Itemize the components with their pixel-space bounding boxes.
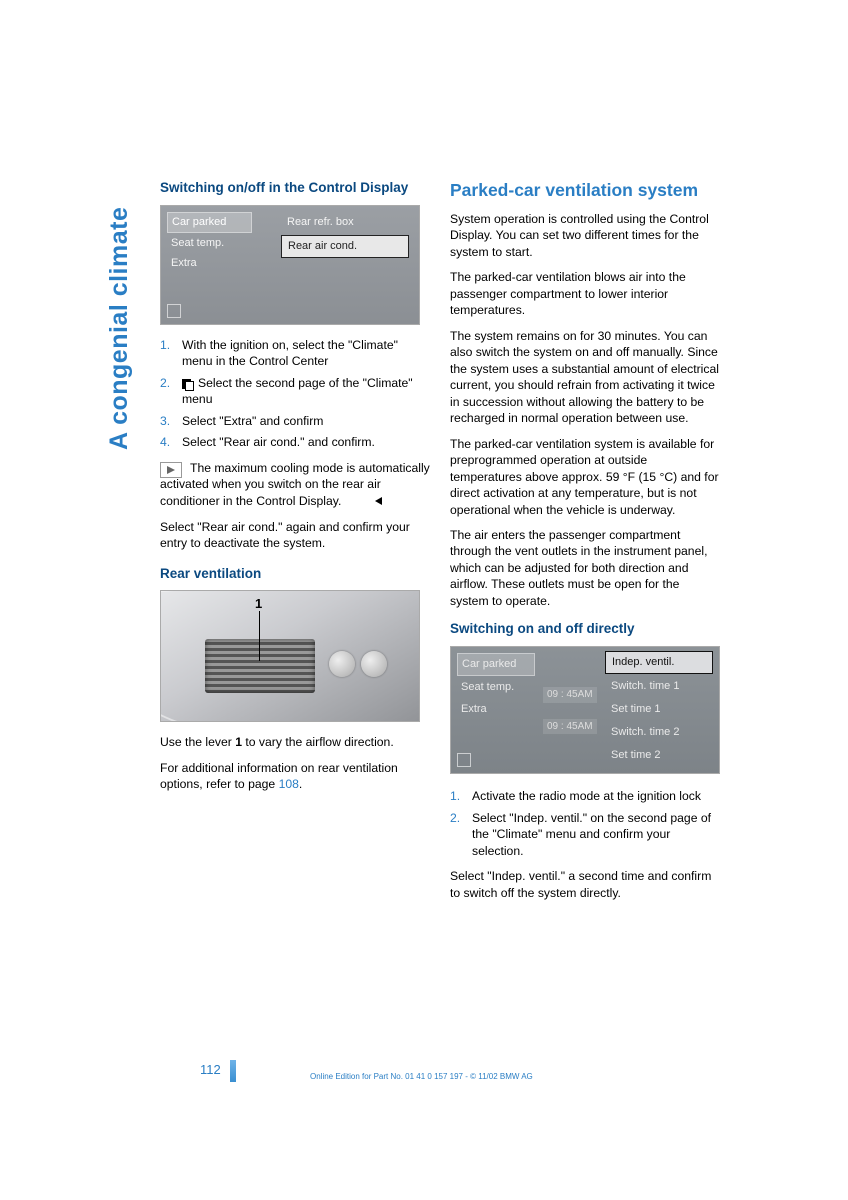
heading-parked-car: Parked-car ventilation system xyxy=(450,180,720,201)
control-knob xyxy=(329,651,355,677)
menu-item: Car parked xyxy=(457,653,535,676)
menu-item: Set time 2 xyxy=(605,745,713,766)
control-knob xyxy=(361,651,387,677)
control-display-screenshot-1: Car parked Seat temp. Extra Rear refr. b… xyxy=(160,205,420,325)
paragraph: The parked-car ventilation system is ava… xyxy=(450,436,720,518)
expand-icon xyxy=(167,304,181,318)
menu-item: Extra xyxy=(457,699,535,720)
left-column: Switching on/off in the Control Display … xyxy=(160,180,430,910)
screen1-left-menu: Car parked Seat temp. Extra xyxy=(167,212,252,274)
step-item: 2.Select "Indep. ventil." on the second … xyxy=(450,810,720,859)
page-link[interactable]: 108 xyxy=(279,777,299,791)
time-value: 09 : 45AM xyxy=(543,687,597,703)
paragraph: Select "Rear air cond." again and confir… xyxy=(160,519,430,552)
page-icon xyxy=(182,379,194,389)
step-item: 3.Select "Extra" and confirm xyxy=(160,413,430,429)
paragraph: For additional information on rear venti… xyxy=(160,760,430,793)
note-text: The maximum cooling mode is automaticall… xyxy=(160,461,430,508)
text: . xyxy=(299,777,302,791)
screen2-right-menu: Indep. ventil. Switch. time 1 Set time 1… xyxy=(605,651,713,767)
vent-grille xyxy=(205,639,315,693)
menu-item: Seat temp. xyxy=(457,677,535,698)
time-value: 09 : 45AM xyxy=(543,719,597,735)
menu-item: Set time 1 xyxy=(605,699,713,720)
right-column: Parked-car ventilation system System ope… xyxy=(450,180,720,910)
paragraph: System operation is controlled using the… xyxy=(450,211,720,260)
rear-ventilation-photo: 1 xyxy=(160,590,420,722)
menu-item: Switch. time 2 xyxy=(605,722,713,743)
bold-ref: 1 xyxy=(235,735,242,749)
step-item: 4.Select "Rear air cond." and confirm. xyxy=(160,434,430,450)
section-title-vertical: A congenial climate xyxy=(105,207,134,450)
screen1-right-menu: Rear refr. box Rear air cond. xyxy=(281,212,409,260)
paragraph: The air enters the passenger compartment… xyxy=(450,527,720,609)
page-number: 112 xyxy=(200,1062,221,1077)
steps-list-1: 1.With the ignition on, select the "Clim… xyxy=(160,337,430,451)
paragraph: The parked-car ventilation blows air int… xyxy=(450,269,720,318)
menu-item: Seat temp. xyxy=(167,234,252,253)
triangle-left-icon xyxy=(345,493,383,509)
paragraph: Select "Indep. ventil." a second time an… xyxy=(450,868,720,901)
menu-item: Car parked xyxy=(167,212,252,233)
step-text: Select "Indep. ventil." on the second pa… xyxy=(472,811,711,858)
heading-switch-direct: Switching on and off directly xyxy=(450,621,720,638)
menu-item: Rear refr. box xyxy=(281,212,409,233)
step-text: With the ignition on, select the "Climat… xyxy=(182,338,398,368)
menu-item-highlighted: Rear air cond. xyxy=(281,235,409,258)
paragraph: Use the lever 1 to vary the airflow dire… xyxy=(160,734,430,750)
callout-number: 1 xyxy=(255,595,262,613)
menu-item-highlighted: Indep. ventil. xyxy=(605,651,713,674)
menu-item: Switch. time 1 xyxy=(605,676,713,697)
callout-line xyxy=(259,611,260,661)
step-item: 1.With the ignition on, select the "Clim… xyxy=(160,337,430,370)
control-display-screenshot-2: Car parked Seat temp. Extra 09 : 45AM 09… xyxy=(450,646,720,774)
paragraph: The system remains on for 30 minutes. Yo… xyxy=(450,328,720,427)
note-paragraph: The maximum cooling mode is automaticall… xyxy=(160,460,430,510)
heading-switch-on-off: Switching on/off in the Control Display xyxy=(160,180,430,197)
text: Use the lever xyxy=(160,735,235,749)
step-text: Select the second page of the "Climate" … xyxy=(182,376,413,406)
footer-bar-icon xyxy=(230,1060,236,1082)
step-item: 1.Activate the radio mode at the ignitio… xyxy=(450,788,720,804)
step-item: 2.Select the second page of the "Climate… xyxy=(160,375,430,408)
screen2-left-menu: Car parked Seat temp. Extra xyxy=(457,653,535,721)
screen2-times: 09 : 45AM 09 : 45AM xyxy=(543,687,597,750)
expand-icon xyxy=(457,753,471,767)
steps-list-2: 1.Activate the radio mode at the ignitio… xyxy=(450,788,720,859)
copyright-text: Online Edition for Part No. 01 41 0 157 … xyxy=(310,1072,533,1081)
page-content: Switching on/off in the Control Display … xyxy=(160,180,720,910)
page-footer: 112 Online Edition for Part No. 01 41 0 … xyxy=(200,1060,720,1082)
menu-item: Extra xyxy=(167,254,252,273)
step-text: Activate the radio mode at the ignition … xyxy=(472,789,701,803)
heading-rear-ventilation: Rear ventilation xyxy=(160,566,430,583)
text: to vary the airflow direction. xyxy=(242,735,394,749)
step-text: Select "Rear air cond." and confirm. xyxy=(182,435,375,449)
triangle-right-icon xyxy=(160,462,182,478)
step-text: Select "Extra" and confirm xyxy=(182,414,323,428)
